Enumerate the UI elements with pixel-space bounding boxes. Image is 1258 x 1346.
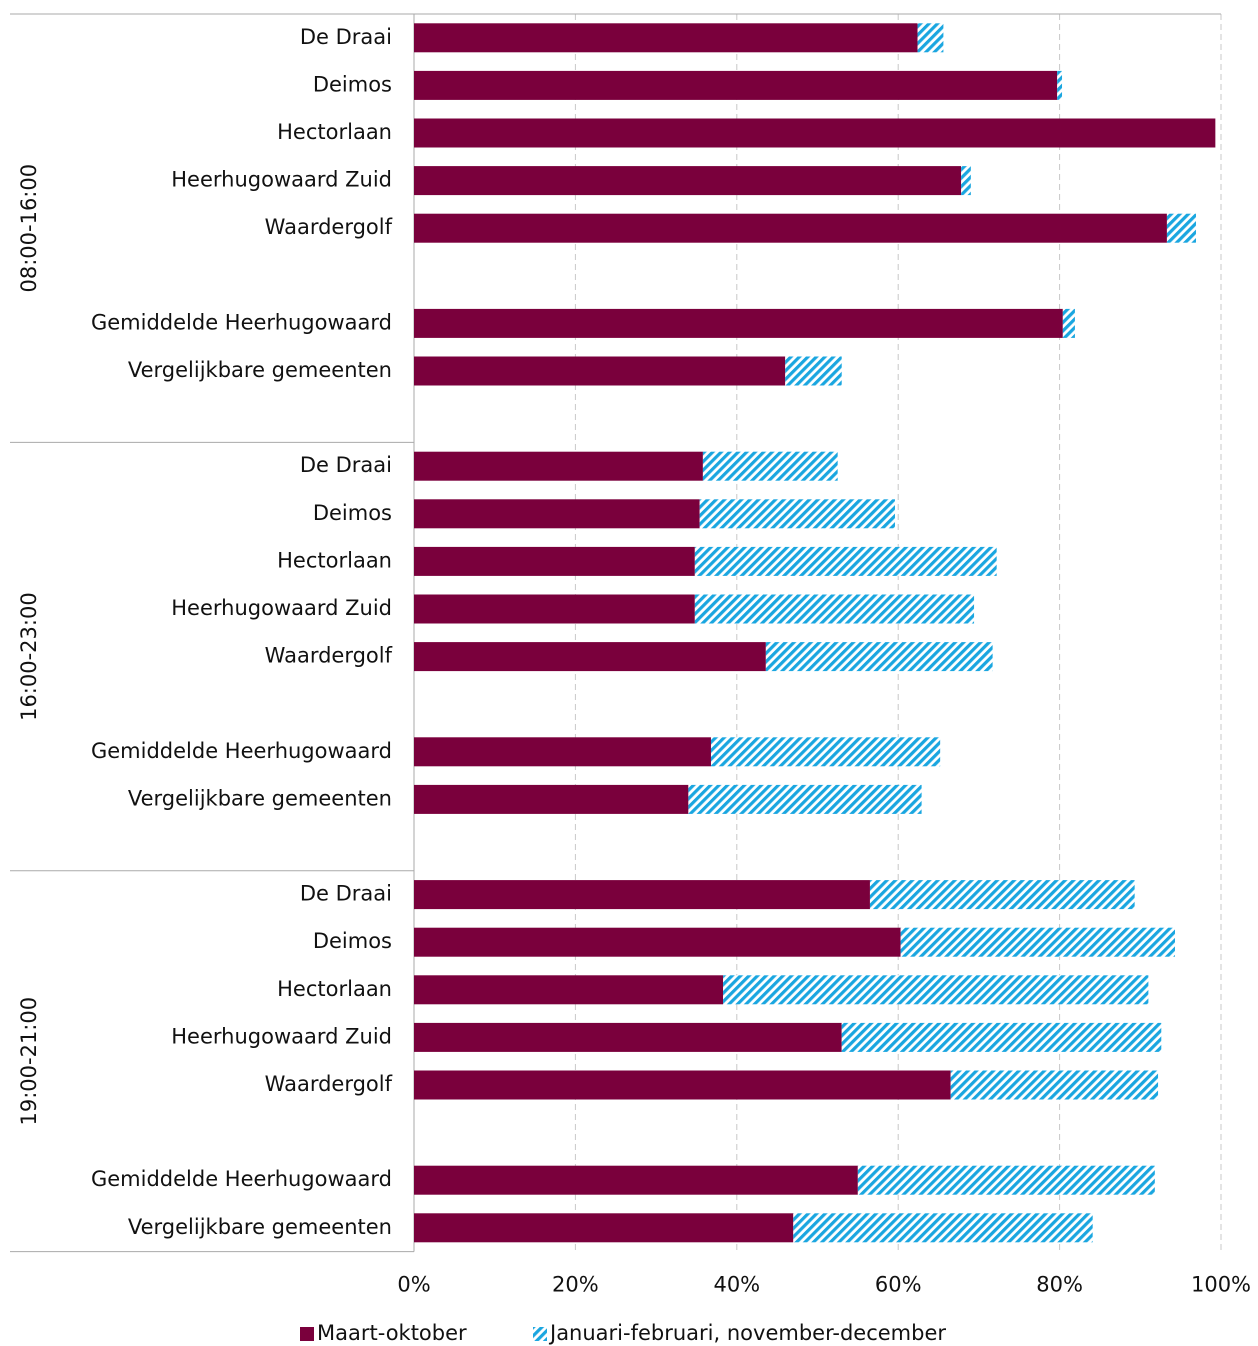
x-tick-label: 0% [397,1273,430,1297]
bar-segment [414,1022,842,1052]
x-tick-label: 80% [1036,1273,1083,1297]
bar-segment [414,356,786,386]
bar-segment [765,642,993,672]
bar-segment [694,594,975,624]
bar-segment [1057,70,1063,100]
legend-label: Maart-oktober [317,1321,467,1345]
category-label: De Draai [300,882,392,906]
bar-segment [414,118,1216,148]
category-label: Vergelijkbare gemeenten [128,1215,392,1239]
bar-segment [414,23,918,53]
bar-segment [857,1165,1155,1195]
category-label: Vergelijkbare gemeenten [128,358,392,382]
bar-segment [414,499,700,529]
legend-swatch [533,1327,547,1341]
bar-segment [414,594,695,624]
bar-segment [869,880,1135,910]
category-label: Gemiddelde Heerhugowaard [91,739,392,763]
category-label: Waardergolf [265,1072,393,1096]
bar-segment [414,784,689,814]
x-tick-label: 20% [552,1273,599,1297]
bar-segment [414,642,766,672]
bar-segment [699,499,895,529]
category-label: Waardergolf [265,644,393,668]
bar-segment [900,927,1176,957]
bar-segment [950,1070,1159,1100]
bar-segment [414,1165,858,1195]
bar-segment [961,166,971,196]
category-label: Heerhugowaard Zuid [171,1024,392,1048]
bar-segment [414,451,703,481]
bar-segment [414,70,1058,100]
bar-segment [414,546,695,576]
x-tick-label: 100% [1191,1273,1251,1297]
category-label: Gemiddelde Heerhugowaard [91,1167,392,1191]
category-label: Hectorlaan [277,977,392,1001]
bar-segment [702,451,838,481]
bar-segment [694,546,997,576]
category-label: Heerhugowaard Zuid [171,168,392,192]
bar-segment [414,213,1167,243]
legend-label: Januari-februari, november-december [548,1321,946,1345]
x-tick-label: 40% [713,1273,760,1297]
group-label: 19:00-21:00 [17,997,41,1126]
bar-segment [414,737,711,767]
bar-segment [710,737,941,767]
category-label: Waardergolf [265,215,393,239]
bar-segment [917,23,944,53]
bar-segment [785,356,842,386]
category-label: Hectorlaan [277,120,392,144]
bar-segment [414,880,870,910]
x-tick-label: 60% [875,1273,922,1297]
category-label: De Draai [300,25,392,49]
bar-segment [1062,308,1075,338]
category-label: Deimos [313,501,392,525]
bar-segment [414,308,1063,338]
category-label: De Draai [300,453,392,477]
category-label: Vergelijkbare gemeenten [128,786,392,810]
group-label: 16:00-23:00 [17,592,41,721]
category-label: Gemiddelde Heerhugowaard [91,310,392,334]
bar-segment [414,927,901,957]
bar-segment [841,1022,1162,1052]
bar-segment [414,166,962,196]
category-label: Heerhugowaard Zuid [171,596,392,620]
bar-segment [723,975,1149,1005]
bar-segment [1166,213,1196,243]
category-label: Hectorlaan [277,548,392,572]
category-label: Deimos [313,929,392,953]
group-label: 08:00-16:00 [17,164,41,293]
bar-segment [793,1213,1093,1243]
bar-segment [414,1213,794,1243]
bar-segment [414,1070,951,1100]
legend-swatch [300,1327,314,1341]
bar-segment [414,975,724,1005]
category-label: Deimos [313,72,392,96]
bar-segment [688,784,922,814]
